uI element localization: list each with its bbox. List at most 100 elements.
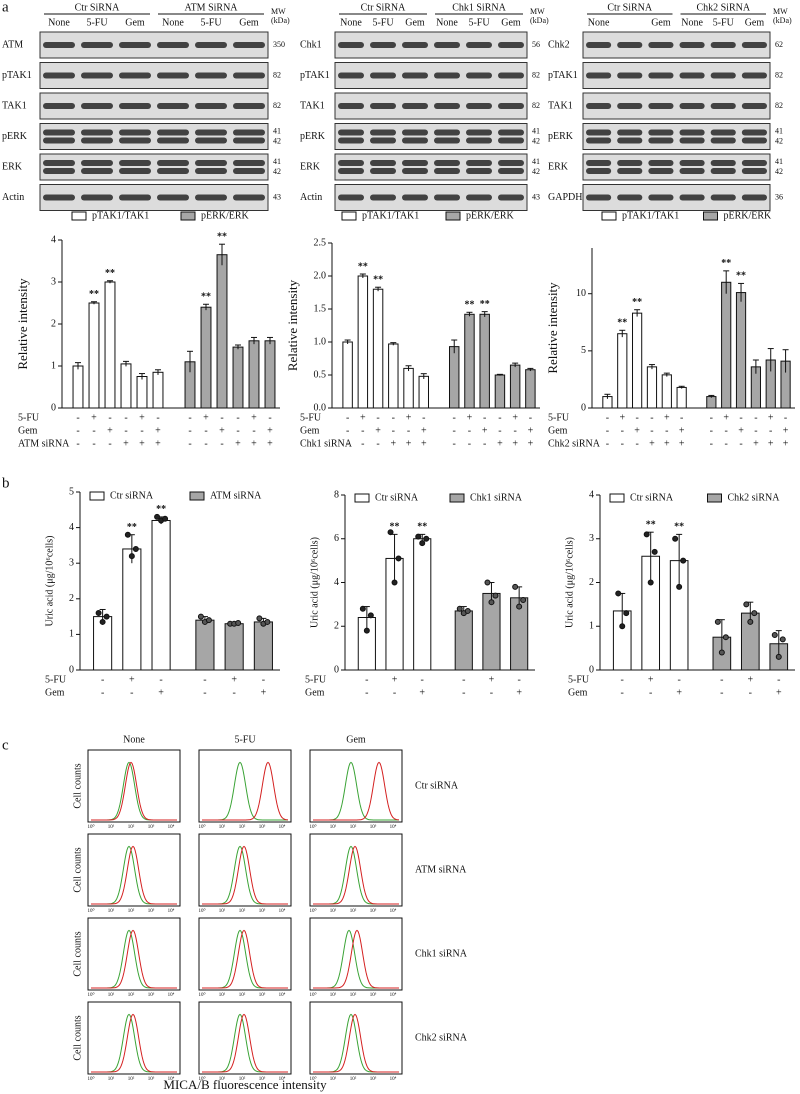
histogram-curve bbox=[91, 1013, 177, 1073]
row-label: pTAK1 bbox=[548, 70, 578, 81]
condition-mark: + bbox=[649, 438, 655, 449]
y-axis-label: Cell counts bbox=[72, 763, 83, 808]
mw-label: 42 bbox=[532, 136, 540, 145]
x-tick-label: 10¹ bbox=[330, 992, 337, 998]
blot-band bbox=[370, 194, 396, 201]
blot-band bbox=[338, 103, 364, 109]
condition-mark: - bbox=[677, 674, 680, 685]
significance: ** bbox=[417, 522, 427, 533]
x-tick-label: 10⁰ bbox=[198, 908, 205, 914]
data-point bbox=[154, 513, 161, 520]
condition-label: Gem bbox=[45, 687, 65, 698]
y-axis-label: Relative intensity bbox=[285, 279, 300, 371]
blot-strip bbox=[39, 62, 269, 89]
x-tick-label: 10³ bbox=[370, 824, 377, 830]
y-axis-label: Uric acid (μg/10⁶cells) bbox=[44, 535, 55, 626]
y-tick-label: 2 bbox=[51, 318, 56, 329]
mw-label: 41 bbox=[273, 157, 281, 166]
histogram-curve bbox=[202, 929, 288, 989]
significance: ** bbox=[736, 271, 746, 282]
blot-band bbox=[195, 168, 227, 174]
x-tick-label: 10² bbox=[350, 908, 357, 914]
y-tick-label: 6 bbox=[334, 533, 339, 544]
condition-mark: - bbox=[76, 425, 79, 436]
blot-strip bbox=[39, 31, 269, 59]
lane-label: Gem bbox=[125, 17, 145, 28]
blot-band bbox=[157, 103, 189, 109]
legend-label: pERK/ERK bbox=[724, 210, 773, 221]
bar bbox=[413, 538, 432, 671]
condition-mark: + bbox=[251, 412, 257, 423]
condition-mark: - bbox=[204, 438, 207, 449]
condition-mark: - bbox=[720, 674, 723, 685]
x-tick-label: 10² bbox=[239, 824, 246, 830]
legend-swatch bbox=[180, 211, 196, 221]
panel-label: a bbox=[2, 0, 9, 15]
blot-band bbox=[434, 103, 460, 109]
condition-mark: - bbox=[621, 674, 624, 685]
blot-header: Ctr SiRNA bbox=[607, 2, 653, 13]
bar bbox=[120, 363, 132, 409]
histogram-curve bbox=[313, 761, 400, 821]
blot-band bbox=[741, 72, 767, 79]
blot-band bbox=[648, 168, 674, 174]
histogram-curve bbox=[313, 1013, 399, 1073]
data-point bbox=[415, 533, 422, 540]
condition-label: ATM siRNA bbox=[18, 438, 70, 449]
blot-band bbox=[195, 129, 227, 136]
lane-label: Gem bbox=[745, 17, 765, 28]
condition-mark: - bbox=[498, 412, 501, 423]
condition-mark: + bbox=[91, 412, 97, 423]
histogram-frame bbox=[309, 917, 403, 991]
data-point bbox=[680, 557, 687, 564]
row-label: GAPDH bbox=[548, 192, 582, 203]
mw-title: MW bbox=[271, 7, 286, 16]
blot-band bbox=[81, 72, 113, 79]
bar bbox=[248, 340, 260, 409]
x-tick-label: 10³ bbox=[259, 824, 266, 830]
blot-band bbox=[233, 42, 265, 48]
row-label: ATM siRNA bbox=[415, 864, 467, 875]
condition-label: Gem bbox=[548, 425, 568, 436]
y-tick-label: 3 bbox=[589, 533, 594, 544]
histogram-curve bbox=[91, 845, 177, 905]
condition-mark: - bbox=[606, 412, 609, 423]
blot-band bbox=[119, 160, 151, 166]
bar bbox=[216, 254, 228, 409]
x-tick-label: 10¹ bbox=[108, 1076, 115, 1082]
x-tick-label: 10³ bbox=[259, 992, 266, 998]
blot-band bbox=[402, 103, 428, 109]
mw-label: 41 bbox=[273, 126, 281, 135]
condition-mark: - bbox=[188, 425, 191, 436]
histogram-curve bbox=[91, 1013, 177, 1073]
significance: ** bbox=[156, 504, 166, 515]
row-label: Chk2 siRNA bbox=[415, 1032, 468, 1043]
bar bbox=[342, 341, 353, 409]
condition-mark: - bbox=[236, 425, 239, 436]
condition-mark: + bbox=[723, 412, 729, 423]
y-axis-label: Relative intensity bbox=[15, 278, 30, 370]
condition-mark: - bbox=[739, 412, 742, 423]
condition-mark: - bbox=[108, 412, 111, 423]
x-tick-label: 10³ bbox=[148, 1076, 155, 1082]
condition-mark: + bbox=[251, 438, 257, 449]
condition-mark: - bbox=[754, 412, 757, 423]
blot-strip bbox=[334, 31, 528, 59]
lane-label: 5-FU bbox=[200, 17, 222, 28]
histogram-curve bbox=[202, 761, 289, 821]
condition-mark: + bbox=[516, 687, 522, 698]
condition-mark: - bbox=[606, 425, 609, 436]
significance: ** bbox=[721, 258, 731, 269]
condition-mark: + bbox=[634, 425, 640, 436]
blot-band bbox=[498, 42, 524, 48]
lane-label: 5-FU bbox=[372, 17, 394, 28]
blot-band bbox=[466, 137, 492, 144]
x-tick-label: 10⁰ bbox=[309, 992, 316, 998]
blot-strip bbox=[39, 153, 269, 181]
condition-mark: - bbox=[108, 438, 111, 449]
blot-band bbox=[338, 137, 364, 144]
data-point bbox=[775, 653, 782, 660]
x-tick-label: 10³ bbox=[259, 1076, 266, 1082]
condition-mark: - bbox=[346, 438, 349, 449]
histogram-frame bbox=[87, 917, 181, 991]
